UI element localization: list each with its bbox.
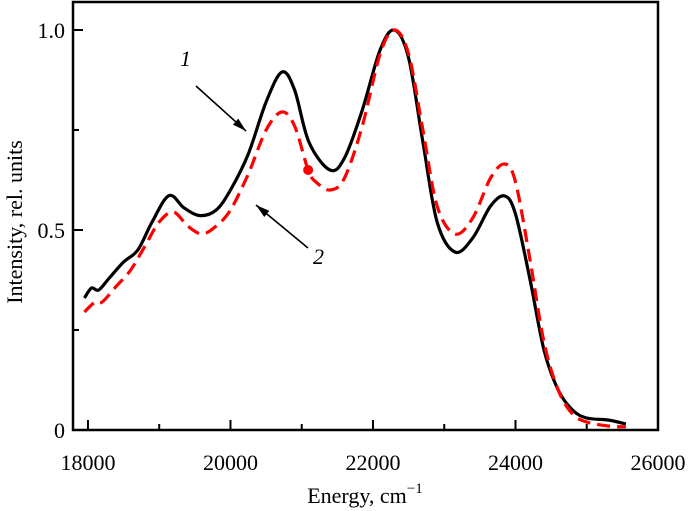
x-tick-label: 22000 — [345, 450, 400, 475]
plot-frame — [71, 0, 660, 432]
y-tick-label: 0 — [54, 418, 65, 443]
annotation-label-1: 1 — [180, 46, 191, 71]
x-tick-label: 24000 — [488, 450, 543, 475]
x-axis-title-superscript: −1 — [407, 481, 423, 497]
x-axis-title-text: Energy, cm — [307, 483, 407, 508]
y-tick-label: 1.0 — [38, 18, 66, 43]
annotation-arrow-1-head — [232, 118, 246, 131]
series-line-1 — [83, 28, 627, 426]
x-axis-title: Energy, cm−1 — [307, 481, 423, 508]
x-tick-label: 20000 — [203, 450, 258, 475]
y-axis-title: Intensity, rel. units — [2, 140, 27, 304]
x-tick-label: 26000 — [631, 450, 686, 475]
series-line-2 — [83, 28, 626, 429]
annotation-arrow-2-head — [256, 205, 270, 218]
x-tick-label: 18000 — [60, 450, 115, 475]
y-tick-label: 0.5 — [38, 218, 66, 243]
data-marker-0 — [303, 165, 314, 175]
annotation-label-2: 2 — [313, 244, 324, 269]
